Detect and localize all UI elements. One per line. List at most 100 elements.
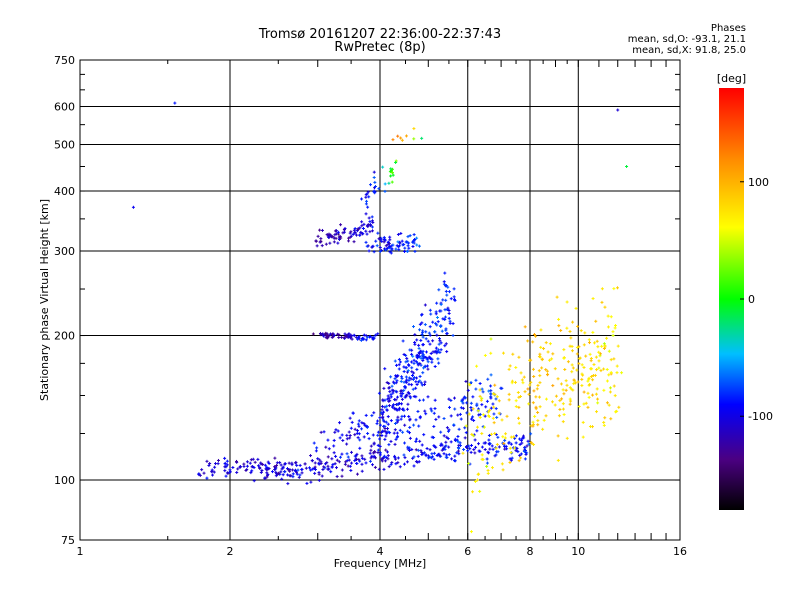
data-point: [495, 442, 499, 446]
data-point: [445, 331, 449, 335]
data-point: [333, 233, 337, 237]
data-point: [481, 390, 485, 394]
data-point: [522, 375, 526, 379]
data-point: [589, 359, 593, 363]
data-point: [526, 439, 530, 443]
data-point: [405, 393, 409, 397]
data-point: [359, 338, 363, 342]
data-point: [415, 367, 419, 371]
data-point: [426, 395, 430, 399]
data-point: [600, 287, 604, 291]
data-point: [419, 449, 423, 453]
data-point: [394, 398, 398, 402]
data-point: [223, 469, 227, 473]
data-point: [256, 457, 260, 461]
data-point: [360, 454, 364, 458]
data-point: [529, 432, 533, 436]
data-point: [378, 444, 382, 448]
data-point: [408, 348, 412, 352]
data-point: [417, 346, 421, 350]
data-point: [587, 395, 591, 399]
data-point: [533, 414, 537, 418]
data-point: [590, 367, 594, 371]
data-point: [489, 432, 493, 436]
data-point: [473, 438, 477, 442]
data-point: [419, 381, 423, 385]
data-point: [360, 197, 364, 201]
data-point: [561, 388, 565, 392]
data-point: [333, 462, 337, 466]
data-point: [586, 391, 590, 395]
data-point: [395, 363, 399, 367]
data-point: [536, 410, 540, 414]
data-point: [523, 325, 527, 329]
data-point: [396, 395, 400, 399]
data-point: [393, 421, 397, 425]
data-point: [266, 467, 270, 471]
data-point: [252, 479, 256, 483]
data-point: [325, 461, 329, 465]
data-point: [245, 464, 249, 468]
data-point: [575, 352, 579, 356]
data-point: [345, 433, 349, 437]
data-point: [338, 421, 342, 425]
data-point: [602, 346, 606, 350]
data-point: [592, 341, 596, 345]
data-point: [342, 336, 346, 340]
data-point: [448, 321, 452, 325]
data-point: [355, 233, 359, 237]
data-point: [347, 430, 351, 434]
data-point: [538, 352, 542, 356]
data-point: [478, 394, 482, 398]
data-point: [444, 342, 448, 346]
data-point: [473, 451, 477, 455]
data-point: [421, 398, 425, 402]
data-point: [561, 402, 565, 406]
data-point: [344, 335, 348, 339]
data-point: [505, 414, 509, 418]
data-point: [383, 426, 387, 430]
data-point: [469, 380, 473, 384]
data-point: [373, 180, 377, 184]
data-point: [450, 457, 454, 461]
data-point: [208, 462, 212, 466]
x-tick-label: 10: [571, 545, 585, 558]
data-point: [379, 411, 383, 415]
data-point: [526, 387, 530, 391]
data-point: [433, 398, 437, 402]
data-point: [368, 459, 372, 463]
data-point: [559, 382, 563, 386]
data-point: [387, 381, 391, 385]
data-point: [408, 425, 412, 429]
data-point: [444, 284, 448, 288]
data-point: [228, 468, 232, 472]
data-point: [434, 310, 438, 314]
data-point: [245, 460, 249, 464]
data-point: [314, 239, 318, 243]
data-point: [579, 329, 583, 333]
data-point: [399, 136, 403, 140]
data-point: [387, 386, 391, 390]
data-point: [389, 395, 393, 399]
x-tick-label: 8: [527, 545, 534, 558]
data-point: [484, 441, 488, 445]
data-point: [625, 164, 629, 168]
data-point: [358, 459, 362, 463]
data-point: [503, 438, 507, 442]
data-point: [348, 416, 352, 420]
data-point: [465, 401, 469, 405]
data-point: [507, 398, 511, 402]
x-tick-label: 2: [227, 545, 234, 558]
data-point: [402, 462, 406, 466]
data-point: [556, 377, 560, 381]
data-point: [477, 413, 481, 417]
data-point: [418, 416, 422, 420]
data-point: [587, 377, 591, 381]
data-point: [384, 456, 388, 460]
data-point: [364, 334, 368, 338]
data-point: [605, 379, 609, 383]
data-point: [393, 359, 397, 363]
data-point: [411, 374, 415, 378]
data-point: [398, 428, 402, 432]
data-point: [442, 280, 446, 284]
